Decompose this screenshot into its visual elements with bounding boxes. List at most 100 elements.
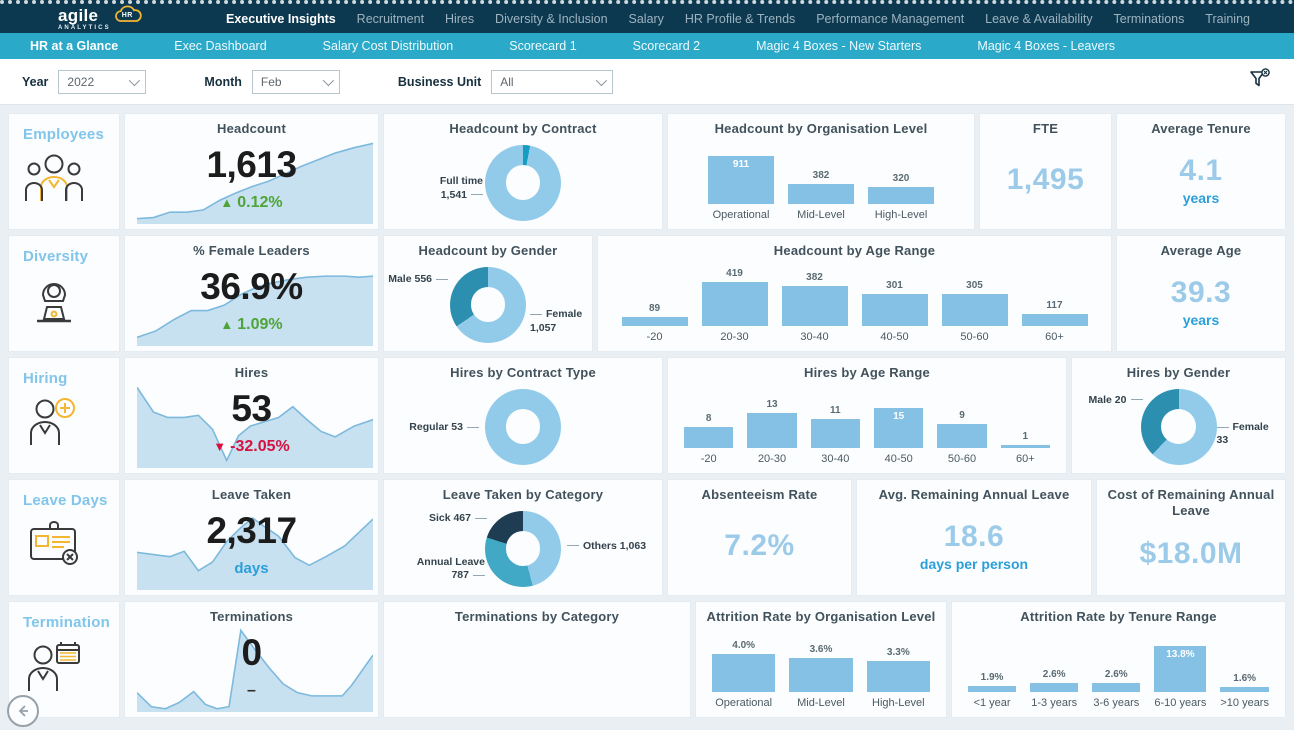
attrition-by-org-level-chart[interactable]: 4.0% Operational 3.6% Mid-Level 3.3% High-Lev… — [696, 625, 946, 717]
back-button[interactable] — [7, 695, 39, 727]
bar-category-label: Operational — [715, 697, 773, 709]
bar-60-[interactable]: 1 60+ — [1000, 431, 1050, 465]
menu-item-leave-availability[interactable]: Leave & Availability — [985, 11, 1093, 26]
top-navigation: agile ANALYTICS HR Executive Insights Rec… — [0, 0, 1294, 33]
bar-operational[interactable]: 4.0% Operational — [712, 640, 776, 709]
bar-high-level[interactable]: 3.3% High-Level — [866, 647, 930, 709]
bar[interactable]: 13.8% — [1154, 646, 1207, 692]
card-title: Hires by Gender — [1126, 365, 1231, 380]
bar-40-50[interactable]: 301 40-50 — [861, 280, 928, 343]
year-select[interactable]: 2022 — [58, 69, 147, 94]
headcount-by-age-card: Headcount by Age Range 89 -20 419 20-30 382 3… — [597, 235, 1112, 352]
bar-30-40[interactable]: 11 30-40 — [810, 405, 860, 465]
menu-item-terminations[interactable]: Terminations — [1113, 11, 1185, 26]
bar-30-40[interactable]: 382 30-40 — [781, 272, 848, 343]
bar[interactable] — [810, 419, 860, 448]
bar-50-60[interactable]: 9 50-60 — [937, 410, 987, 465]
hires-by-contract-donut[interactable] — [485, 388, 561, 465]
bar[interactable] — [866, 661, 930, 692]
bar[interactable] — [1092, 683, 1141, 692]
bar[interactable] — [781, 286, 848, 326]
bar[interactable] — [968, 686, 1017, 692]
bar-3-6-years[interactable]: 2.6% 3-6 years — [1092, 669, 1141, 709]
tab-salary-cost-distribution[interactable]: Salary Cost Distribution — [322, 39, 454, 53]
bar[interactable]: 15 — [874, 408, 924, 448]
menu-item-diversity-inclusion[interactable]: Diversity & Inclusion — [495, 11, 608, 26]
menu-item-executive-insights[interactable]: Executive Insights — [226, 11, 336, 26]
bar[interactable] — [788, 184, 854, 204]
month-select[interactable]: Feb — [251, 69, 340, 94]
bar[interactable] — [1030, 683, 1079, 692]
tab-scorecard-2[interactable]: Scorecard 2 — [632, 39, 701, 53]
bar[interactable] — [1000, 445, 1050, 448]
menu-item-training[interactable]: Training — [1205, 11, 1250, 26]
bar[interactable] — [941, 294, 1008, 326]
bar[interactable] — [1021, 314, 1088, 326]
bar[interactable]: 911 — [708, 156, 774, 204]
bar--1-year[interactable]: 1.9% <1 year — [968, 672, 1017, 709]
headcount-by-gender-donut[interactable] — [450, 266, 526, 343]
hires-by-age-chart[interactable]: 8 -20 13 20-30 11 30-40 15 40-50 9 50-60 1 60+ — [668, 381, 1066, 473]
bar-50-60[interactable]: 305 50-60 — [941, 280, 1008, 343]
kpi-delta: ▲ 0.12% — [220, 194, 283, 211]
menu-item-hires[interactable]: Hires — [444, 11, 475, 26]
bar[interactable] — [684, 427, 734, 448]
bar-40-50[interactable]: 15 40-50 — [874, 408, 924, 465]
bar--20[interactable]: 89 -20 — [621, 303, 688, 343]
terminations-kpi-card[interactable]: Terminations 0 – — [124, 601, 379, 718]
employees-row: Employees Headcount 1,613 ▲ 0.12% Headcou… — [8, 113, 1286, 230]
bar-60-[interactable]: 117 60+ — [1021, 300, 1088, 343]
menu-item-salary[interactable]: Salary — [628, 11, 664, 26]
bar-mid-level[interactable]: 3.6% Mid-Level — [789, 644, 853, 709]
bar-value: 13.8% — [1166, 649, 1195, 660]
bar[interactable] — [701, 282, 768, 326]
bar-category-label: 50-60 — [960, 331, 989, 343]
leave-taken-kpi-card[interactable]: Leave Taken 2,317 days — [124, 479, 379, 596]
bar[interactable] — [937, 424, 987, 448]
bar[interactable] — [747, 413, 797, 448]
bar[interactable] — [621, 317, 688, 326]
menu-item-recruitment[interactable]: Recruitment — [356, 11, 425, 26]
tab-hr-at-a-glance[interactable]: HR at a Glance — [30, 39, 119, 53]
card-title: Leave Taken — [211, 487, 292, 502]
diversity-row: Diversity % Female Leaders 36.9% ▲ 1.09% … — [8, 235, 1286, 352]
bar-6-10-years[interactable]: 13.8% 6-10 years — [1154, 646, 1207, 709]
female-leaders-kpi-card[interactable]: % Female Leaders 36.9% ▲ 1.09% — [124, 235, 379, 352]
bar--20[interactable]: 8 -20 — [684, 413, 734, 465]
card-title: Attrition Rate by Tenure Range — [1020, 609, 1217, 624]
month-value: Feb — [260, 74, 282, 89]
bar-operational[interactable]: 911 Operational — [708, 156, 774, 221]
bar-20-30[interactable]: 13 20-30 — [747, 399, 797, 465]
bar-value: 1.6% — [1233, 673, 1257, 684]
bar[interactable] — [789, 658, 853, 692]
tab-scorecard-1[interactable]: Scorecard 1 — [509, 39, 577, 53]
bar[interactable] — [868, 187, 934, 204]
headcount-by-org-level-chart[interactable]: 911 Operational 382 Mid-Level 320 High-Level — [668, 137, 974, 229]
report-tabs: HR at a Glance Exec Dashboard Salary Cost … — [0, 33, 1294, 59]
filter-funnel-icon[interactable] — [1246, 66, 1272, 97]
bar--10-years[interactable]: 1.6% >10 years — [1220, 673, 1269, 709]
tab-magic-4-boxes-new-starters[interactable]: Magic 4 Boxes - New Starters — [756, 39, 922, 53]
row-label: Leave Days — [23, 492, 108, 509]
bar-1-3-years[interactable]: 2.6% 1-3 years — [1030, 669, 1079, 709]
tab-exec-dashboard[interactable]: Exec Dashboard — [174, 39, 267, 53]
headcount-by-contract-donut[interactable] — [485, 144, 561, 221]
bar[interactable] — [1220, 687, 1269, 692]
headcount-kpi-card[interactable]: Headcount 1,613 ▲ 0.12% — [124, 113, 379, 230]
kpi-value: 2,317 — [206, 510, 297, 551]
bar[interactable] — [861, 294, 928, 326]
hires-by-gender-donut[interactable] — [1140, 388, 1217, 465]
cloud-icon: HR — [113, 5, 143, 30]
headcount-by-age-chart[interactable]: 89 -20 419 20-30 382 30-40 301 40-50 305 50-60 117… — [598, 259, 1111, 351]
hires-kpi-card[interactable]: Hires 53 ▼ -32.05% — [124, 357, 379, 474]
bar-20-30[interactable]: 419 20-30 — [701, 268, 768, 343]
bar-high-level[interactable]: 320 High-Level — [868, 173, 934, 221]
bar[interactable] — [712, 654, 776, 692]
menu-item-performance-management[interactable]: Performance Management — [816, 11, 965, 26]
leave-by-category-donut[interactable] — [485, 510, 561, 587]
menu-item-hr-profile-trends[interactable]: HR Profile & Trends — [684, 11, 796, 26]
business-unit-select[interactable]: All — [491, 69, 614, 94]
attrition-by-tenure-chart[interactable]: 1.9% <1 year 2.6% 1-3 years 2.6% 3-6 years 13.… — [952, 625, 1285, 717]
tab-magic-4-boxes-leavers[interactable]: Magic 4 Boxes - Leavers — [977, 39, 1115, 53]
bar-mid-level[interactable]: 382 Mid-Level — [788, 170, 854, 221]
